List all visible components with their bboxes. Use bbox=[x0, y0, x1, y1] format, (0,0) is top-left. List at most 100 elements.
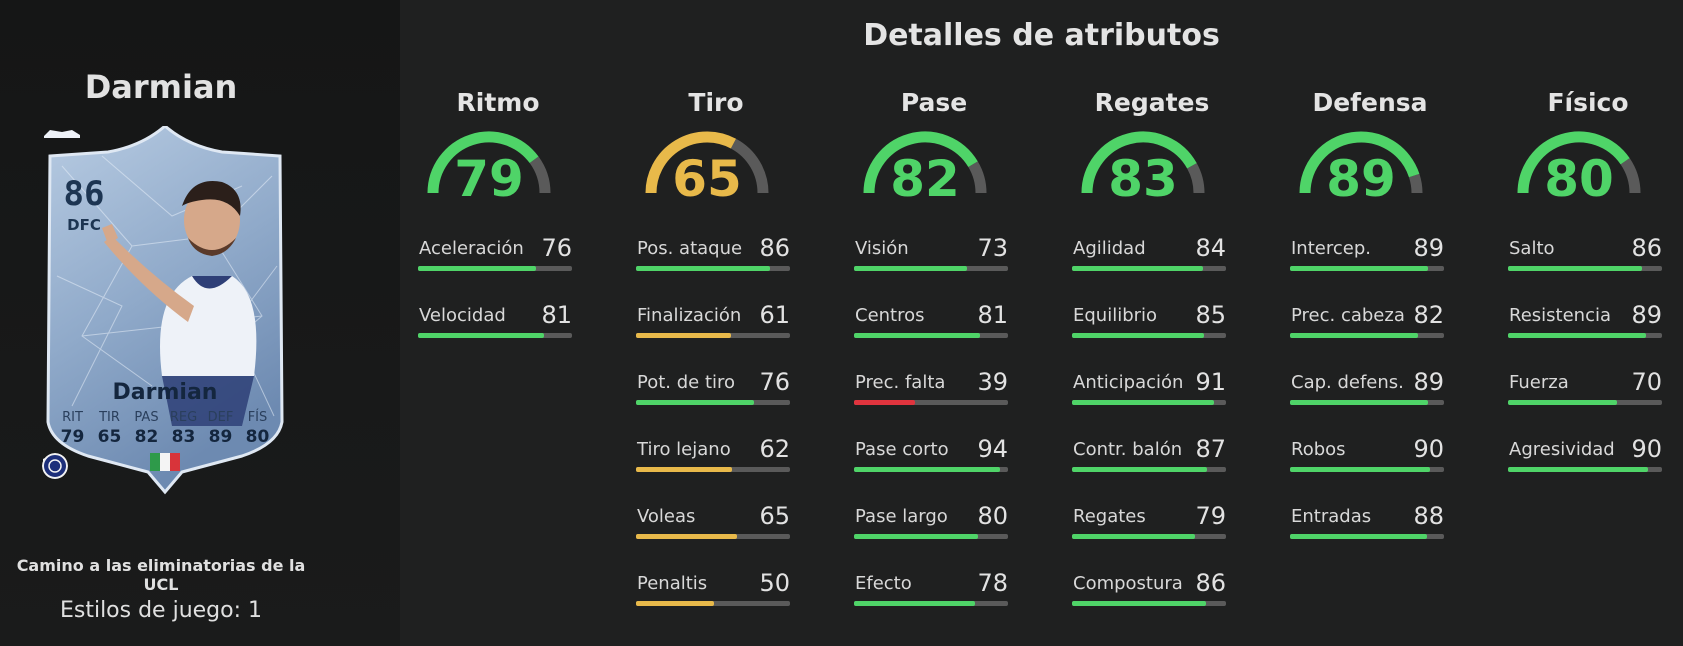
card-stat-label: REG bbox=[169, 410, 198, 425]
card-stats: RIT 79 TIR 65 PAS 82 REG 83 DEF 89 FÍS 80 bbox=[54, 410, 276, 447]
category-gauge bbox=[1081, 131, 1205, 194]
player-card[interactable]: 86 DFC Darmian RIT 79 TIR 65 PAS 82 REG 83 D… bbox=[42, 126, 288, 498]
attribute-row: Pase largo 80 bbox=[854, 502, 1010, 546]
attribute-name: Entradas bbox=[1291, 506, 1372, 527]
attribute-bar-fill bbox=[636, 400, 755, 405]
card-stat: TIR 65 bbox=[92, 410, 128, 447]
attribute-row: Agresividad 90 bbox=[1508, 435, 1664, 479]
card-stat: RIT 79 bbox=[55, 410, 91, 447]
attribute-value: 86 bbox=[1195, 569, 1226, 597]
attribute-row: Efecto 78 bbox=[854, 569, 1010, 613]
boot-icon bbox=[44, 130, 80, 138]
category-column: Físico 80 Salto 86 Resistencia 89 Fuerza 70 Agre… bbox=[1508, 0, 1668, 646]
attribute-bar bbox=[854, 601, 1008, 606]
attribute-bar-fill bbox=[636, 266, 770, 271]
event-name: Camino a las eliminatorias de la UCL bbox=[16, 556, 306, 594]
attribute-row: Visión 73 bbox=[854, 234, 1010, 278]
attribute-bar bbox=[854, 333, 1008, 338]
attribute-row: Anticipación 91 bbox=[1072, 368, 1228, 412]
attribute-bar bbox=[636, 534, 790, 539]
attribute-name: Finalización bbox=[637, 305, 742, 326]
category-value: 82 bbox=[890, 150, 960, 208]
attribute-value: 79 bbox=[1195, 502, 1226, 530]
attribute-bar bbox=[418, 333, 572, 338]
category-column: Regates 83 Agilidad 84 Equilibrio 85 Anticipac… bbox=[1072, 0, 1232, 646]
category-column: Ritmo 79 Aceleración 76 Velocidad 81 bbox=[418, 0, 578, 646]
attribute-bar bbox=[1072, 601, 1226, 606]
attribute-row: Aceleración 76 bbox=[418, 234, 574, 278]
attribute-bar-fill bbox=[854, 400, 915, 405]
attribute-row: Centros 81 bbox=[854, 301, 1010, 345]
attribute-bar bbox=[636, 467, 790, 472]
attribute-value: 89 bbox=[1413, 234, 1444, 262]
attribute-value: 90 bbox=[1631, 435, 1662, 463]
attribute-row: Intercep. 89 bbox=[1290, 234, 1446, 278]
attribute-bar-fill bbox=[854, 601, 976, 606]
attribute-bar bbox=[1508, 400, 1662, 405]
attribute-value: 81 bbox=[541, 301, 572, 329]
category-gauge bbox=[1299, 131, 1423, 194]
attribute-bar-fill bbox=[1072, 534, 1195, 539]
attribute-bar bbox=[1508, 467, 1662, 472]
gauge-track bbox=[1187, 163, 1205, 194]
category-value: 79 bbox=[454, 150, 524, 208]
attribute-value: 85 bbox=[1195, 301, 1226, 329]
attribute-bar-fill bbox=[1072, 333, 1205, 338]
category-column: Tiro 65 Pos. ataque 86 Finalización 61 Pot. de… bbox=[636, 0, 796, 646]
category-column: Pase 82 Visión 73 Centros 81 Prec. falta 39 Pase… bbox=[854, 0, 1014, 646]
attribute-value: 78 bbox=[977, 569, 1008, 597]
attribute-value: 82 bbox=[1413, 301, 1444, 329]
attribute-value: 88 bbox=[1413, 502, 1444, 530]
attribute-bar-fill bbox=[636, 467, 733, 472]
attribute-bar-fill bbox=[854, 266, 968, 271]
attribute-row: Prec. falta 39 bbox=[854, 368, 1010, 412]
attribute-bar bbox=[1508, 333, 1662, 338]
attribute-name: Resistencia bbox=[1509, 305, 1611, 326]
card-stat-label: DEF bbox=[207, 410, 234, 425]
attribute-value: 91 bbox=[1195, 368, 1226, 396]
attribute-row: Agilidad 84 bbox=[1072, 234, 1228, 278]
attribute-name: Penaltis bbox=[637, 573, 708, 594]
attribute-value: 81 bbox=[977, 301, 1008, 329]
card-stat-value: 82 bbox=[134, 427, 159, 447]
category-column: Defensa 89 Intercep. 89 Prec. cabeza 82 Cap. d… bbox=[1290, 0, 1450, 646]
attribute-bar-fill bbox=[1290, 400, 1429, 405]
attribute-bar-fill bbox=[1290, 266, 1429, 271]
attribute-bar-fill bbox=[1290, 333, 1418, 338]
playstyles-count[interactable]: Estilos de juego: 1 bbox=[59, 598, 263, 623]
category-gauge bbox=[863, 131, 987, 194]
attribute-bar bbox=[1072, 333, 1226, 338]
attribute-bar-fill bbox=[1072, 467, 1208, 472]
gauge-track bbox=[529, 156, 551, 194]
attribute-row: Penaltis 50 bbox=[636, 569, 792, 613]
category-gauge bbox=[1517, 131, 1641, 194]
category-name: Pase bbox=[900, 88, 968, 117]
attribute-bar bbox=[854, 467, 1008, 472]
attribute-name: Prec. cabeza bbox=[1291, 305, 1405, 326]
card-badges bbox=[42, 453, 288, 479]
card-stat-value: 80 bbox=[245, 427, 270, 447]
attribute-bar bbox=[1508, 266, 1662, 271]
attribute-bar-fill bbox=[418, 333, 544, 338]
card-stat: DEF 89 bbox=[203, 410, 239, 447]
attribute-bar-fill bbox=[636, 601, 714, 606]
attribute-name: Regates bbox=[1073, 506, 1146, 527]
attribute-bar-fill bbox=[1508, 333, 1647, 338]
attribute-bar-fill bbox=[1290, 467, 1430, 472]
attribute-bar-fill bbox=[1290, 534, 1427, 539]
attribute-name: Agresividad bbox=[1509, 439, 1615, 460]
attribute-value: 50 bbox=[759, 569, 790, 597]
attribute-name: Efecto bbox=[855, 573, 912, 594]
gauge-track bbox=[1620, 158, 1641, 194]
category-value: 89 bbox=[1326, 150, 1396, 208]
attribute-bar bbox=[636, 333, 790, 338]
attribute-bar-fill bbox=[636, 333, 731, 338]
attribute-row: Regates 79 bbox=[1072, 502, 1228, 546]
attribute-value: 39 bbox=[977, 368, 1008, 396]
attribute-row: Pase corto 94 bbox=[854, 435, 1010, 479]
attribute-value: 73 bbox=[977, 234, 1008, 262]
attribute-name: Robos bbox=[1291, 439, 1346, 460]
attribute-bar-fill bbox=[1508, 400, 1617, 405]
category-value: 65 bbox=[672, 150, 742, 208]
card-stat: REG 83 bbox=[166, 410, 202, 447]
